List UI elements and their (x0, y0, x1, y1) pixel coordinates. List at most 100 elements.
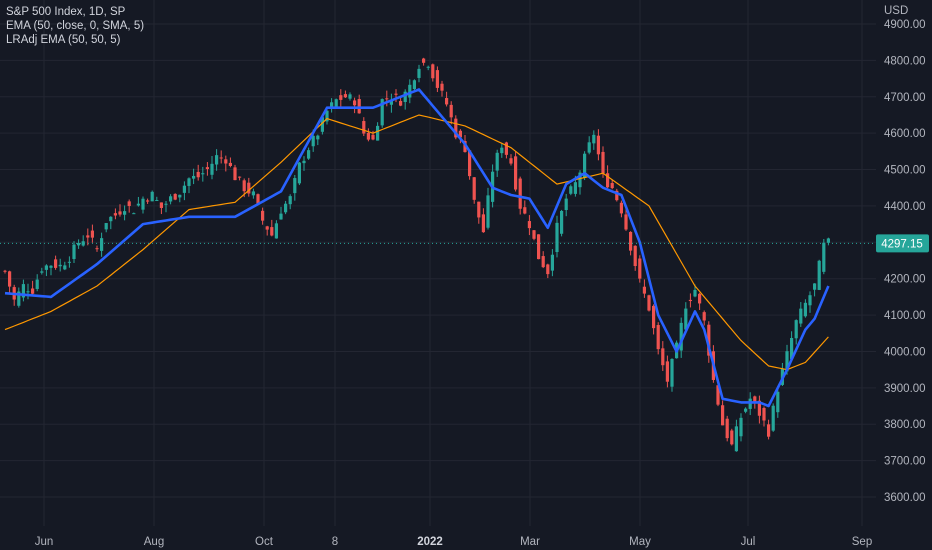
candle-body (77, 242, 81, 246)
candle (454, 115, 458, 140)
candle-body (357, 98, 361, 114)
candle-body (132, 213, 136, 215)
candle-body (95, 248, 99, 250)
candle (422, 57, 426, 66)
candle (500, 143, 504, 158)
candle-body (748, 398, 752, 409)
candle (297, 161, 301, 186)
candle (744, 407, 748, 414)
candle-body (647, 295, 651, 311)
candle (445, 91, 449, 107)
candle-body (307, 150, 311, 159)
candle (348, 92, 352, 101)
candle (794, 319, 798, 345)
candle (486, 187, 490, 230)
x-axis: Jun Aug Oct 8 2022 Mar May Jul Sep (35, 536, 873, 548)
candle-body (555, 222, 559, 253)
candle (514, 151, 518, 192)
candle-body (573, 182, 577, 194)
candle (274, 220, 278, 239)
candle-body (785, 351, 789, 372)
candle-body (109, 216, 113, 222)
candle-body (8, 271, 12, 287)
last-price-label: 4297.15 (881, 238, 923, 250)
candle-body (721, 405, 725, 426)
candle-body (104, 223, 108, 230)
candle-body (707, 324, 711, 356)
candle-body (541, 256, 545, 268)
legend-title[interactable]: S&P 500 Index, 1D, SP (6, 6, 126, 18)
candle (403, 89, 407, 110)
candle-body (311, 135, 315, 147)
candle-body (435, 70, 439, 88)
candle-body (196, 171, 200, 178)
candle-body (449, 104, 453, 118)
candle (619, 200, 623, 218)
candle-body (21, 284, 25, 298)
candle (155, 196, 159, 202)
candle (228, 157, 232, 168)
candle (541, 251, 545, 269)
candle (826, 237, 830, 246)
candle (302, 156, 306, 171)
candle (412, 79, 416, 92)
candle-body (376, 125, 380, 141)
candle-body (146, 200, 150, 202)
candle (353, 97, 357, 114)
candle-body (113, 213, 117, 216)
grid (0, 0, 876, 526)
candle (417, 64, 421, 83)
candle-body (247, 182, 251, 194)
candle-body (665, 361, 669, 382)
candle-body (587, 142, 591, 153)
candle-body (422, 58, 426, 63)
candle-body (297, 162, 301, 184)
y-tick-label: 4800.00 (884, 55, 926, 67)
legend-ema-indicator[interactable]: EMA (50, close, 0, SMA, 5) (6, 20, 145, 32)
candle (431, 63, 435, 82)
candle (205, 162, 209, 176)
candle-body (426, 66, 430, 68)
candle-body (564, 198, 568, 211)
candle (288, 194, 292, 210)
candle (734, 419, 738, 452)
candle (468, 150, 472, 180)
candle (509, 154, 513, 166)
candle (767, 419, 771, 440)
candle (716, 384, 720, 407)
candle (343, 90, 347, 99)
candle-body (638, 258, 642, 279)
candle-body (210, 163, 214, 175)
candle (688, 293, 692, 308)
candle (113, 208, 117, 220)
candle-body (81, 241, 85, 246)
candle (817, 259, 821, 291)
legend-lradj-indicator[interactable]: LRAdj EMA (50, 50, 5) (6, 34, 121, 46)
candle-body (316, 135, 320, 140)
candle-body (808, 295, 812, 306)
candle-body (54, 259, 58, 268)
candle-body (141, 198, 145, 210)
y-tick-label: 4500.00 (884, 165, 926, 177)
candle (247, 177, 251, 197)
candle (219, 150, 223, 164)
candle (141, 196, 145, 214)
candle (150, 190, 154, 202)
candle-body (454, 118, 458, 138)
candle (596, 129, 600, 161)
candle (537, 234, 541, 260)
candle (238, 176, 242, 181)
candle-body (58, 264, 62, 267)
candle-body (514, 156, 518, 190)
y-tick-label: 4200.00 (884, 274, 926, 286)
candle (196, 164, 200, 181)
candle (684, 302, 688, 331)
candle-body (684, 308, 688, 330)
candle (629, 231, 633, 256)
candle (90, 224, 94, 243)
candle-body (31, 288, 35, 294)
candle (665, 355, 669, 388)
candle (192, 168, 196, 185)
candle-body (44, 265, 48, 270)
